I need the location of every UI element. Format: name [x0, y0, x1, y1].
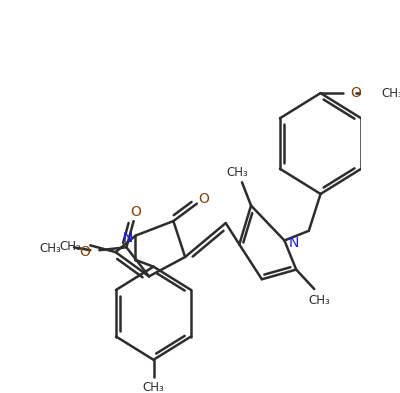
Text: CH₃: CH₃: [60, 240, 81, 253]
Text: O: O: [130, 206, 141, 219]
Text: O: O: [199, 192, 210, 206]
Text: CH₃: CH₃: [143, 381, 164, 393]
Text: CH₃: CH₃: [227, 166, 248, 179]
Text: O: O: [350, 86, 361, 100]
Text: CH₃: CH₃: [308, 294, 330, 307]
Text: CH₃: CH₃: [40, 242, 62, 255]
Text: O: O: [80, 245, 90, 259]
Text: N: N: [123, 231, 134, 244]
Text: N: N: [288, 237, 299, 250]
Text: CH₃: CH₃: [381, 86, 400, 99]
